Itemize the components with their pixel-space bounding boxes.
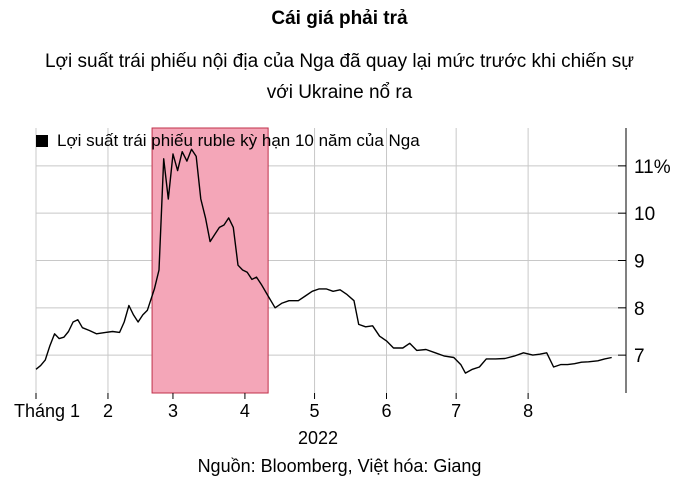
- y-tick-label: 11%: [634, 157, 671, 178]
- x-tick-label: 7: [451, 401, 461, 421]
- series-layer: [35, 148, 612, 374]
- x-tick-label: 5: [310, 401, 320, 421]
- x-tick-label: 8: [523, 401, 533, 421]
- x-tick-label: 2: [103, 401, 113, 421]
- y-tick-label: 7: [634, 346, 645, 367]
- legend: Lợi suất trái phiếu ruble kỳ hạn 10 năm …: [36, 131, 420, 151]
- chart-subtitle: Lợi suất trái phiếu nội địa của Nga đã q…: [0, 46, 679, 108]
- x-tick-label: 6: [382, 401, 392, 421]
- x-tick-label: 4: [240, 401, 250, 421]
- x-tick-label: 3: [168, 401, 178, 421]
- y-tick-label: 9: [634, 252, 645, 273]
- subtitle-line-1: Lợi suất trái phiếu nội địa của Nga đã q…: [44, 51, 635, 72]
- source-note: Nguồn: Bloomberg, Việt hóa: Giang: [197, 456, 482, 476]
- y-tick-label: 10: [634, 204, 655, 225]
- y-tick-label: 8: [634, 299, 645, 320]
- series-line-ruble-10y-yield: [35, 148, 612, 374]
- x-tick-label: Tháng 1: [14, 401, 80, 421]
- highlight-band-layer: [151, 127, 269, 394]
- axes: [35, 128, 627, 399]
- x-year-label: 2022: [298, 428, 338, 448]
- legend-swatch: [36, 135, 48, 147]
- chart-title: Cái giá phải trả: [271, 8, 408, 29]
- subtitle-line-2: với Ukraine nổ ra: [266, 82, 413, 103]
- legend-label: Lợi suất trái phiếu ruble kỳ hạn 10 năm …: [57, 131, 420, 150]
- tick-labels: 7 8 9 10 11% Tháng 1 2 3 4 5 6 7 8 2022: [14, 157, 671, 448]
- conflict-highlight-band: [151, 127, 269, 394]
- grid: [35, 128, 626, 393]
